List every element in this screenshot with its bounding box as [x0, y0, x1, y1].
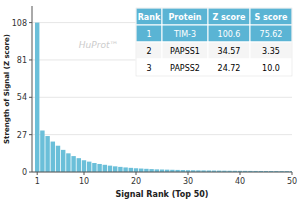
- table-cell: [250, 59, 292, 76]
- table-cell: [208, 59, 250, 76]
- bar: [118, 167, 122, 172]
- table-text: Rank: [138, 13, 161, 22]
- bars: [35, 23, 292, 172]
- bar: [134, 168, 138, 172]
- bar: [103, 165, 107, 172]
- bar: [51, 142, 55, 172]
- bar: [71, 156, 75, 172]
- y-tick: [29, 97, 32, 98]
- x-tick-label: 30: [183, 177, 193, 186]
- x-tick: [292, 172, 293, 175]
- table-cell: [250, 25, 292, 42]
- x-tick: [37, 172, 38, 175]
- table-text: Z score: [213, 13, 247, 22]
- table-text: PAPSS2: [170, 64, 200, 73]
- table-cell: [208, 8, 250, 25]
- table-cell: [208, 42, 250, 59]
- table-text: 2: [146, 47, 151, 56]
- x-tick-label: 40: [235, 177, 245, 186]
- bar: [123, 167, 127, 172]
- y-tick: [29, 59, 32, 60]
- table-text: 3: [146, 64, 151, 73]
- table-cell: [250, 42, 292, 59]
- chart: HuProt™ 0 27 54 81 108 1 10 20 30 40 50 Signal Rank …: [0, 0, 300, 200]
- table-cell: [162, 59, 208, 76]
- bar: [40, 131, 44, 173]
- table-text: 1: [146, 30, 151, 39]
- table-border: [136, 8, 292, 76]
- table-cell: [136, 8, 162, 25]
- bar: [56, 146, 60, 172]
- table-text: PAPSS1: [170, 47, 200, 56]
- bar: [61, 150, 65, 172]
- x-axis: [32, 172, 292, 173]
- bar: [35, 23, 39, 172]
- table-cell: [162, 8, 208, 25]
- x-tick: [188, 172, 189, 175]
- bar: [97, 164, 101, 172]
- bar: [139, 169, 143, 172]
- table-text: S score: [255, 13, 288, 22]
- table: Rank Protein Z score S score 1 TIM-3 100.6 75.6…: [136, 8, 292, 76]
- table-cell: [250, 8, 292, 25]
- table-text: 24.72: [218, 64, 241, 73]
- bar: [108, 166, 112, 172]
- bar: [77, 158, 81, 172]
- bar: [92, 163, 96, 172]
- grid-line: [32, 97, 292, 98]
- x-tick-label: 10: [79, 177, 89, 186]
- x-tick: [136, 172, 137, 175]
- y-tick-label: 108: [12, 19, 27, 28]
- table-text: 3.35: [262, 47, 280, 56]
- y-tick: [29, 172, 32, 173]
- bar: [113, 166, 117, 172]
- y-axis: [32, 6, 33, 172]
- y-axis-label: Strength of Signal (Z score): [3, 34, 11, 144]
- table-text: 75.62: [260, 30, 283, 39]
- table-text: 10.0: [262, 64, 280, 73]
- x-tick: [84, 172, 85, 175]
- table-cell: [208, 25, 250, 42]
- bar: [129, 168, 133, 172]
- x-tick: [240, 172, 241, 175]
- y-tick-label: 0: [22, 168, 27, 177]
- grid-line: [32, 172, 292, 173]
- x-axis-label: Signal Rank (Top 50): [115, 190, 208, 199]
- table-text: 34.57: [218, 47, 241, 56]
- table-cell: [136, 59, 162, 76]
- y-tick: [29, 134, 32, 135]
- y-tick-label: 27: [17, 131, 27, 140]
- table-cell: [136, 25, 162, 42]
- table-cell: [136, 42, 162, 59]
- bar: [82, 160, 86, 172]
- x-tick-label: 1: [35, 177, 40, 186]
- bar: [45, 136, 49, 172]
- grid-line: [32, 134, 292, 135]
- watermark: HuProt™: [79, 40, 119, 50]
- table-text: Protein: [169, 13, 202, 22]
- y-tick-label: 54: [17, 93, 27, 102]
- table-cell: [162, 25, 208, 42]
- table-cell: [162, 42, 208, 59]
- x-tick-label: 50: [287, 177, 297, 186]
- table-text: 100.6: [218, 30, 241, 39]
- y-tick-label: 81: [17, 56, 27, 65]
- y-tick: [29, 22, 32, 23]
- x-tick-label: 20: [131, 177, 141, 186]
- bar: [87, 162, 91, 172]
- bar: [66, 153, 70, 172]
- table-text: TIM-3: [173, 30, 196, 39]
